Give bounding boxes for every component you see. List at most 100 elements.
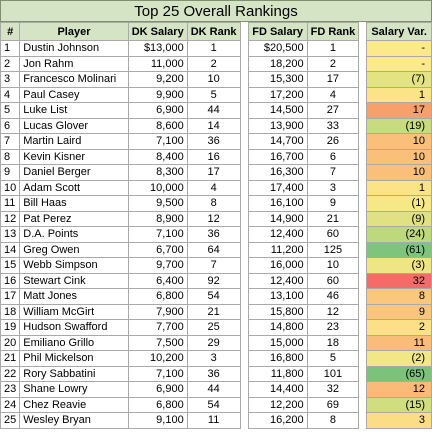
dk-rank-cell[interactable]: 64 [186, 241, 241, 258]
fd-salary-cell[interactable]: 17,400 [247, 179, 308, 196]
rank-cell[interactable]: 25 [0, 412, 21, 429]
fd-salary-cell[interactable]: 16,300 [247, 164, 308, 181]
player-cell[interactable]: Lucas Glover [19, 117, 129, 134]
salary-var-cell[interactable]: (24) [366, 226, 432, 243]
dk-rank-cell[interactable]: 2 [186, 55, 241, 72]
player-cell[interactable]: William McGirt [19, 303, 129, 320]
player-cell[interactable]: Bill Haas [19, 195, 129, 212]
fd-rank-cell[interactable]: 5 [306, 350, 360, 367]
dk-salary-cell[interactable]: 6,900 [127, 381, 188, 398]
salary-var-cell[interactable]: (19) [366, 117, 432, 134]
dk-salary-cell[interactable]: 8,300 [127, 164, 188, 181]
salary-var-cell[interactable]: (7) [366, 71, 432, 88]
rank-cell[interactable]: 8 [0, 148, 21, 165]
player-cell[interactable]: Adam Scott [19, 179, 129, 196]
fd-rank-cell[interactable]: 17 [306, 71, 360, 88]
dk-salary-cell[interactable]: 9,200 [127, 71, 188, 88]
fd-salary-cell[interactable]: 12,200 [247, 396, 308, 413]
salary-var-cell[interactable]: 8 [366, 288, 432, 305]
fd-salary-cell[interactable]: 13,100 [247, 288, 308, 305]
rank-cell[interactable]: 16 [0, 272, 21, 289]
dk-rank-cell[interactable]: 44 [186, 381, 241, 398]
fd-salary-cell[interactable]: 12,400 [247, 272, 308, 289]
fd-salary-cell[interactable]: 16,200 [247, 412, 308, 429]
salary-var-cell[interactable]: 10 [366, 164, 432, 181]
rank-cell[interactable]: 9 [0, 164, 21, 181]
player-cell[interactable]: Shane Lowry [19, 381, 129, 398]
dk-rank-cell[interactable]: 5 [186, 86, 241, 103]
dk-rank-cell[interactable]: 4 [186, 179, 241, 196]
salary-var-cell[interactable]: (3) [366, 257, 432, 274]
rank-cell[interactable]: 6 [0, 117, 21, 134]
dk-rank-cell[interactable]: 12 [186, 210, 241, 227]
player-cell[interactable]: Phil Mickelson [19, 350, 129, 367]
player-cell[interactable]: Chez Reavie [19, 396, 129, 413]
salary-var-cell[interactable]: (2) [366, 350, 432, 367]
rank-cell[interactable]: 21 [0, 350, 21, 367]
fd-salary-cell[interactable]: 14,500 [247, 102, 308, 119]
fd-salary-cell[interactable]: 13,900 [247, 117, 308, 134]
fd-rank-cell[interactable]: 2 [306, 55, 360, 72]
dk-salary-cell[interactable]: 6,800 [127, 288, 188, 305]
fd-rank-cell[interactable]: 60 [306, 226, 360, 243]
player-cell[interactable]: Jon Rahm [19, 55, 129, 72]
dk-rank-cell[interactable]: 3 [186, 350, 241, 367]
dk-salary-cell[interactable]: 7,500 [127, 334, 188, 351]
fd-rank-cell[interactable]: 23 [306, 319, 360, 336]
rank-cell[interactable]: 3 [0, 71, 21, 88]
rank-cell[interactable]: 19 [0, 319, 21, 336]
rank-cell[interactable]: 17 [0, 288, 21, 305]
dk-rank-cell[interactable]: 54 [186, 396, 241, 413]
salary-var-cell[interactable]: 1 [366, 86, 432, 103]
salary-var-cell[interactable]: 10 [366, 133, 432, 150]
rank-cell[interactable]: 12 [0, 210, 21, 227]
rank-cell[interactable]: 1 [0, 40, 21, 57]
rank-cell[interactable]: 18 [0, 303, 21, 320]
dk-rank-cell[interactable]: 54 [186, 288, 241, 305]
header-rank[interactable]: # [0, 22, 21, 41]
fd-salary-cell[interactable]: 17,200 [247, 86, 308, 103]
dk-salary-cell[interactable]: 6,900 [127, 102, 188, 119]
player-cell[interactable]: Emiliano Grillo [19, 334, 129, 351]
player-cell[interactable]: Pat Perez [19, 210, 129, 227]
player-cell[interactable]: Kevin Kisner [19, 148, 129, 165]
salary-var-cell[interactable]: 9 [366, 303, 432, 320]
fd-rank-cell[interactable]: 125 [306, 241, 360, 258]
fd-rank-cell[interactable]: 69 [306, 396, 360, 413]
dk-rank-cell[interactable]: 1 [186, 40, 241, 57]
player-cell[interactable]: Francesco Molinari [19, 71, 129, 88]
fd-salary-cell[interactable]: 16,000 [247, 257, 308, 274]
fd-rank-cell[interactable]: 12 [306, 303, 360, 320]
salary-var-cell[interactable]: - [366, 40, 432, 57]
fd-salary-cell[interactable]: 14,900 [247, 210, 308, 227]
rank-cell[interactable]: 24 [0, 396, 21, 413]
dk-salary-cell[interactable]: 8,600 [127, 117, 188, 134]
dk-salary-cell[interactable]: 7,100 [127, 226, 188, 243]
fd-rank-cell[interactable]: 10 [306, 257, 360, 274]
dk-salary-cell[interactable]: 9,500 [127, 195, 188, 212]
rank-cell[interactable]: 14 [0, 241, 21, 258]
dk-rank-cell[interactable]: 14 [186, 117, 241, 134]
fd-salary-cell[interactable]: 15,000 [247, 334, 308, 351]
dk-rank-cell[interactable]: 92 [186, 272, 241, 289]
fd-salary-cell[interactable]: 14,400 [247, 381, 308, 398]
salary-var-cell[interactable]: (1) [366, 195, 432, 212]
fd-rank-cell[interactable]: 27 [306, 102, 360, 119]
rank-cell[interactable]: 23 [0, 381, 21, 398]
fd-rank-cell[interactable]: 9 [306, 195, 360, 212]
fd-rank-cell[interactable]: 8 [306, 412, 360, 429]
fd-rank-cell[interactable]: 4 [306, 86, 360, 103]
dk-salary-cell[interactable]: 7,100 [127, 133, 188, 150]
dk-salary-cell[interactable]: 7,900 [127, 303, 188, 320]
rank-cell[interactable]: 11 [0, 195, 21, 212]
rank-cell[interactable]: 15 [0, 257, 21, 274]
salary-var-cell[interactable]: 2 [366, 319, 432, 336]
dk-salary-cell[interactable]: 6,700 [127, 241, 188, 258]
player-cell[interactable]: Paul Casey [19, 86, 129, 103]
salary-var-cell[interactable]: - [366, 55, 432, 72]
dk-salary-cell[interactable]: 7,700 [127, 319, 188, 336]
salary-var-cell[interactable]: 12 [366, 381, 432, 398]
dk-salary-cell[interactable]: 10,200 [127, 350, 188, 367]
fd-salary-cell[interactable]: $20,500 [247, 40, 308, 57]
dk-rank-cell[interactable]: 11 [186, 412, 241, 429]
